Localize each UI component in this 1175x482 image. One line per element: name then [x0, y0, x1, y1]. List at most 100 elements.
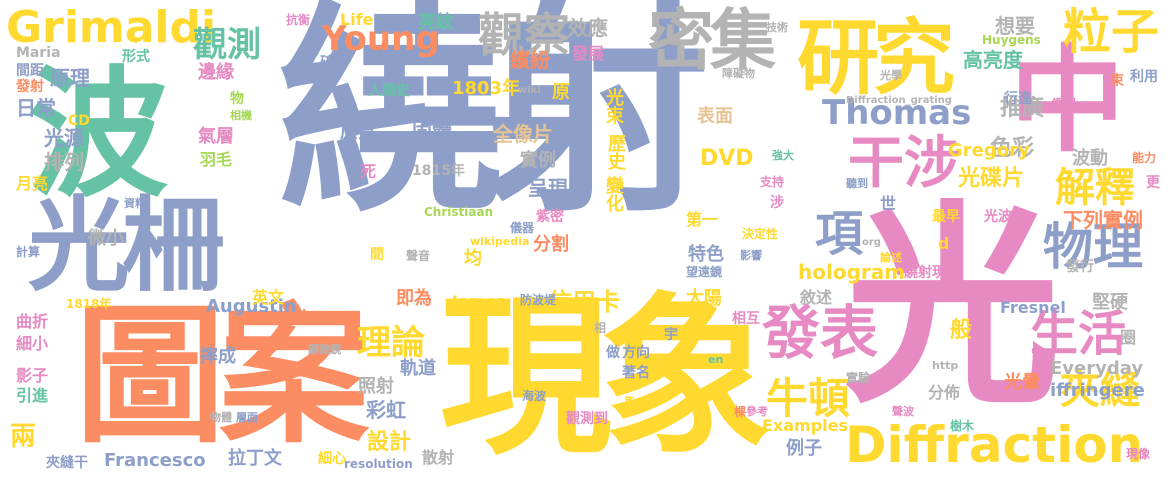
word-shili: 實例	[520, 150, 556, 171]
word-guangzha: 光柵	[28, 187, 224, 306]
word-xianghu: 相互	[732, 311, 760, 327]
word-fabiao: 發表	[762, 299, 879, 367]
word-shuaicheng: 摔成	[200, 346, 236, 367]
word-xialieshili: 下列實例	[1063, 208, 1143, 232]
word-renleishi: 人類史	[368, 83, 410, 99]
word-liyong: 利用	[1130, 69, 1158, 85]
word-zuizao: 最早	[932, 209, 960, 225]
word-biaomian: 表面	[697, 106, 733, 127]
word-1803: 1803年	[452, 78, 521, 99]
word-fenge: 分割	[533, 234, 569, 255]
word-fangbodi: 防波堤	[520, 293, 557, 307]
word-haibo: 海波	[522, 389, 547, 403]
word-pailie: 排列	[44, 150, 84, 174]
word-xingjin: 行進	[1004, 91, 1032, 107]
word-zhong: 中	[1010, 34, 1126, 168]
word-guangyuan: 光源	[44, 126, 84, 150]
word-shengyin: 聲音	[406, 249, 431, 263]
word-iffringere: iffringere	[1050, 380, 1145, 401]
word-jianying: 堅硬	[1092, 292, 1128, 313]
word-bianyuan: 邊緣	[198, 62, 234, 83]
word-zi: 宇	[664, 327, 678, 343]
word-yuanli: 原理	[50, 66, 90, 90]
word-org: org	[862, 237, 881, 248]
word-wuti: 物體	[210, 411, 232, 424]
word-zuo: 做	[606, 345, 620, 361]
word-life: Life	[340, 10, 374, 29]
word-http: http	[932, 359, 959, 372]
word-guangxue: 光學	[880, 69, 902, 82]
word-lizi: 粒子	[1063, 4, 1160, 60]
word-fangxiang: 方向	[622, 345, 650, 361]
word-liang: 兩	[10, 422, 37, 452]
word-niudun: 牛頓	[766, 374, 851, 423]
word-yingwen: 英文	[252, 288, 285, 307]
word-gaoliangdu: 高亮度	[963, 48, 1023, 72]
word-caihong: 彩虹	[366, 398, 406, 422]
word-tuan: 圖案	[75, 290, 369, 464]
word-richang: 日常	[16, 96, 56, 120]
word-1815: 1815年	[412, 163, 465, 179]
word-yinjin: 引進	[16, 386, 49, 405]
word-yiqi: 儀器	[510, 221, 535, 235]
word-xinyongka: 信用卡	[548, 288, 620, 316]
word-christiaan: Christiaan	[424, 205, 494, 219]
word-thomas: Thomas	[822, 93, 972, 133]
word-gregory: Gregory	[948, 140, 1030, 161]
word-zhangaiwu: 障礙物	[722, 67, 755, 80]
word-quanxiangpian: 全像片	[493, 122, 553, 146]
word-xixin: 細心	[318, 451, 346, 467]
word-yuanyi: 原意	[340, 122, 376, 143]
word-weixiao: 微小	[88, 228, 124, 249]
word-tingdao: 聽到	[846, 177, 868, 190]
word-yingzi: 影子	[16, 366, 49, 385]
word-shu: 束	[1110, 73, 1124, 89]
word-chengxian: 呈現	[528, 176, 568, 200]
word-taiyang: 太陽	[686, 288, 722, 309]
word-jianju: 間距	[16, 63, 44, 79]
word-d: d	[938, 234, 950, 253]
word-shi: 世	[880, 194, 897, 213]
word-fazhan: 發展	[572, 44, 605, 63]
word-xingshi: 形式	[122, 49, 150, 65]
word-tuiguang: 推廣	[1000, 96, 1045, 121]
word-ke: 棵	[734, 405, 747, 419]
word-en: en	[708, 353, 724, 366]
word-1818: 1818年	[66, 297, 112, 311]
word-jishu: 技術	[766, 21, 788, 34]
word-yanjiu: 研究	[797, 11, 955, 106]
word-huygens: Huygens	[982, 33, 1041, 47]
word-xiangyao: 想要	[995, 14, 1035, 38]
word-sanshe: 散射	[422, 448, 455, 467]
word-liangwen: 亮紋	[418, 12, 454, 33]
word-qiceng: 氣層	[198, 126, 234, 147]
word-diyi: 第一	[686, 210, 719, 229]
word-ganshe: 干涉	[848, 131, 960, 196]
word-yuan: 原	[552, 82, 570, 103]
word-guangdiepian: 光碟片	[958, 166, 1025, 191]
word-hologram: hologram	[798, 260, 906, 284]
word-guancedao: 觀測到	[566, 411, 608, 427]
word-james: James	[452, 292, 506, 311]
word-quzhe: 曲折	[16, 312, 49, 331]
word-jean: Jean	[302, 307, 332, 321]
word-young: Young	[322, 19, 440, 59]
word-nengli: 能力	[1132, 151, 1157, 165]
word-ladingwen: 拉丁文	[228, 448, 282, 469]
word-grating: Diffraction_grating	[846, 95, 952, 106]
word-zhichi: 支持	[760, 175, 785, 189]
word-yumao: 羽毛	[200, 150, 233, 169]
word-lunshu: 論述	[880, 251, 902, 264]
word-miji: 密集	[648, 2, 776, 79]
word-guang: 光	[845, 182, 1060, 433]
word-ziliao: 資料	[124, 197, 146, 210]
word-jiafenggan: 夾縫干	[46, 455, 88, 471]
word-francesco: Francesco	[104, 450, 206, 471]
word-yueliang: 月亮	[16, 174, 49, 193]
word-zhaoshe: 照射	[358, 376, 394, 397]
word-maria: Maria	[16, 45, 61, 61]
word-guangshu: 光束	[603, 88, 624, 124]
word-cd: CD	[68, 113, 90, 129]
word-guangbo: 光波	[984, 209, 1012, 225]
word-cankao: 參考	[746, 405, 768, 418]
